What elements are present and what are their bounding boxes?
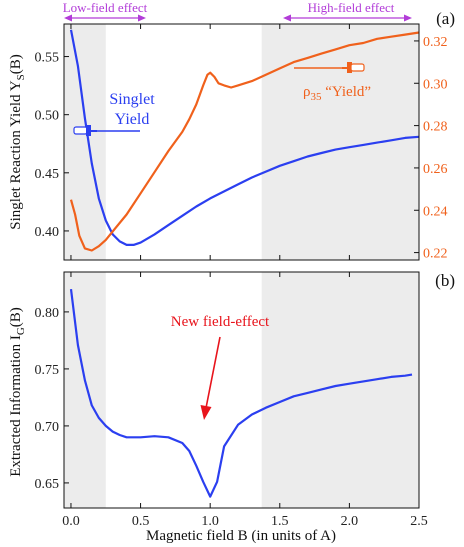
rho35-yield-label: ρ35 “Yield” (303, 84, 371, 103)
panel-a-shaded-regions (64, 24, 419, 260)
secondary-y-tick-label: 0.32 (423, 35, 448, 50)
y-tick-label: 0.75 (35, 363, 60, 378)
panel-a-label: (a) (436, 9, 455, 28)
low-field-arrow-head-left (64, 14, 72, 22)
high-field-arrow-head-left (283, 14, 291, 22)
shaded-region-2 (261, 24, 419, 260)
high-field-effect-marker: High-field effect (283, 0, 412, 22)
panel-b-shaded-regions (64, 272, 419, 508)
panel-a: 0.40 0.45 0.50 0.55 0.22 0.24 0.26 0.28 0.30 0.3… (8, 0, 455, 262)
series-line-singlet-yield (69, 29, 420, 246)
y-tick-label: 0.40 (35, 225, 60, 240)
x-tick-label: 0.0 (62, 514, 80, 529)
secondary-y-tick-label: 0.28 (423, 120, 448, 135)
new-field-effect-label: New field-effect (171, 314, 270, 330)
shaded-region-2 (261, 272, 419, 508)
x-tick-label: 1.5 (271, 514, 289, 529)
panel-b-y-axis-label: Extracted Information IG(B) (8, 307, 27, 477)
pointing-hand-right-icon (342, 62, 365, 73)
panel-b-label: (b) (435, 271, 455, 290)
panel-a-x-ticks (70, 24, 420, 260)
rho35-yield-annotation: ρ35 “Yield” (294, 62, 371, 103)
panel-b-y-ticks: 0.65 0.70 0.75 0.80 (35, 306, 69, 492)
low-field-arrow-head-right (138, 14, 146, 22)
panel-a-frame (63, 23, 420, 261)
panel-b-x-ticks: 0.0 0.5 1.0 1.5 2.0 2.5 (62, 272, 428, 529)
shaded-region-1 (64, 24, 106, 260)
shaded-region-1 (64, 272, 106, 508)
singlet-yield-annotation: Singlet Yield (73, 91, 155, 136)
x-tick-label: 1.0 (201, 514, 219, 529)
pointing-hand-left-icon (73, 125, 97, 136)
panel-a-secondary-y-ticks: 0.22 0.24 0.26 0.28 0.30 0.32 (414, 35, 448, 262)
x-tick-label: 0.5 (132, 514, 150, 529)
secondary-y-tick-label: 0.22 (423, 247, 448, 262)
secondary-y-tick-label: 0.24 (423, 204, 448, 219)
series-line-35-yield (69, 31, 420, 252)
low-field-effect-label: Low-field effect (63, 0, 148, 15)
panel-a-y-axis-label: Singlet Reaction Yield YS(B) (8, 54, 27, 229)
y-tick-label: 0.65 (35, 477, 60, 492)
x-tick-label: 2.0 (341, 514, 359, 529)
new-field-effect-arrow-head (200, 405, 212, 420)
high-field-effect-label: High-field effect (308, 0, 395, 15)
panel-b: 0.650.700.750.80 0.0 0.5 1.0 1.5 2.0 2.5 (b) … (8, 271, 455, 544)
y-tick-label: 0.70 (35, 420, 60, 435)
x-tick-label: 2.5 (410, 514, 428, 529)
secondary-y-tick-label: 0.26 (423, 162, 448, 177)
panel-a-series (69, 29, 420, 252)
low-field-effect-marker: Low-field effect (63, 0, 148, 22)
panel-b-series (69, 288, 413, 498)
x-axis-label: Magnetic field B (in units of A) (146, 528, 336, 544)
y-tick-label: 0.50 (35, 109, 60, 124)
y-tick-label: 0.55 (35, 51, 60, 66)
new-field-effect-arrow-line (205, 336, 221, 409)
y-tick-label: 0.80 (35, 306, 60, 321)
secondary-y-tick-label: 0.30 (423, 77, 448, 92)
series-line-information (69, 288, 413, 498)
panel-b-frame (63, 271, 420, 509)
singlet-label-line1: Singlet (109, 91, 155, 108)
panel-a-y-ticks: 0.40 0.45 0.50 0.55 (35, 51, 69, 240)
y-tick-label: 0.45 (35, 167, 60, 182)
new-field-effect-annotation: New field-effect (171, 314, 270, 420)
high-field-arrow-head-right (404, 14, 412, 22)
singlet-label-line2: Yield (115, 111, 150, 128)
